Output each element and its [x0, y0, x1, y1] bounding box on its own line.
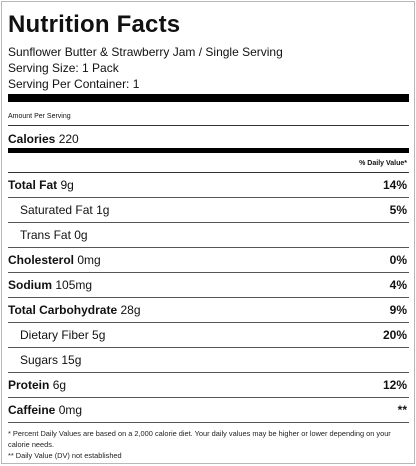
nutrient-name: Total Carbohydrate	[8, 303, 118, 317]
nutrient-row: Trans Fat 0g	[8, 223, 409, 248]
nutrient-row: Total Carbohydrate 28g 9%	[8, 298, 409, 323]
nutrient-dv: 20%	[382, 328, 407, 342]
nutrient-row: Cholesterol 0mg 0%	[8, 248, 409, 273]
nutrient-name: Saturated Fat	[20, 203, 93, 217]
footnote-dv-not-established: ** Daily Value (DV) not established	[8, 451, 122, 460]
nutrient-dv: 9%	[389, 303, 407, 317]
nutrient-dv: 14%	[382, 178, 407, 192]
amount-per-serving: Amount Per Serving	[8, 102, 409, 126]
calories-label: Calories	[8, 132, 56, 146]
servings-per-container: Serving Per Container: 1	[8, 77, 140, 91]
nutrient-dv: 5%	[389, 203, 407, 217]
nutrient-name: Sodium	[8, 278, 52, 292]
nutrient-name: Dietary Fiber	[20, 328, 89, 342]
calories-value: 220	[58, 132, 79, 146]
nutrient-dv: 4%	[389, 278, 407, 292]
nutrient-name: Total Fat	[8, 178, 58, 192]
nutrient-amount: 5g	[92, 328, 106, 342]
nutrient-amount: 15g	[61, 353, 82, 367]
nutrient-name: Caffeine	[8, 403, 56, 417]
thick-divider	[8, 94, 409, 102]
nutrient-row: Total Fat 9g 14%	[8, 173, 409, 198]
nutrient-amount: 105mg	[55, 278, 93, 292]
product-name: Sunflower Butter & Strawberry Jam / Sing…	[8, 45, 283, 59]
nutrient-amount: 1g	[96, 203, 110, 217]
nutrient-list: Total Fat 9g 14% Saturated Fat 1g 5% Tra…	[8, 173, 409, 423]
nutrient-name: Cholesterol	[8, 253, 75, 267]
label-title: Nutrition Facts	[8, 11, 181, 38]
nutrient-row: Protein 6g 12%	[8, 373, 409, 398]
nutrient-row: Caffeine 0mg **	[8, 398, 409, 423]
footnote-percent-dv: * Percent Daily Values are based on a 2,…	[8, 429, 391, 449]
nutrient-dv: **	[397, 403, 407, 417]
nutrient-amount: 0mg	[77, 253, 101, 267]
calories-row: Calories 220	[8, 126, 409, 148]
nutrient-amount: 9g	[60, 178, 74, 192]
daily-value-header: % Daily Value*	[8, 153, 409, 173]
nutrient-dv: 12%	[382, 378, 407, 392]
medium-divider	[8, 148, 409, 153]
nutrient-row: Dietary Fiber 5g 20%	[8, 323, 409, 348]
nutrient-amount: 0g	[74, 228, 88, 242]
nutrient-amount: 0mg	[58, 403, 83, 417]
nutrient-row: Sodium 105mg 4%	[8, 273, 409, 298]
nutrient-row: Sugars 15g	[8, 348, 409, 373]
nutrient-name: Trans Fat	[20, 228, 71, 242]
nutrient-name: Protein	[8, 378, 50, 392]
nutrient-amount: 6g	[52, 378, 67, 392]
nutrient-row: Saturated Fat 1g 5%	[8, 198, 409, 223]
serving-size: Serving Size: 1 Pack	[8, 61, 119, 75]
nutrient-dv: 0%	[389, 253, 407, 267]
nutrient-amount: 28g	[120, 303, 141, 317]
nutrient-name: Sugars	[20, 353, 59, 367]
